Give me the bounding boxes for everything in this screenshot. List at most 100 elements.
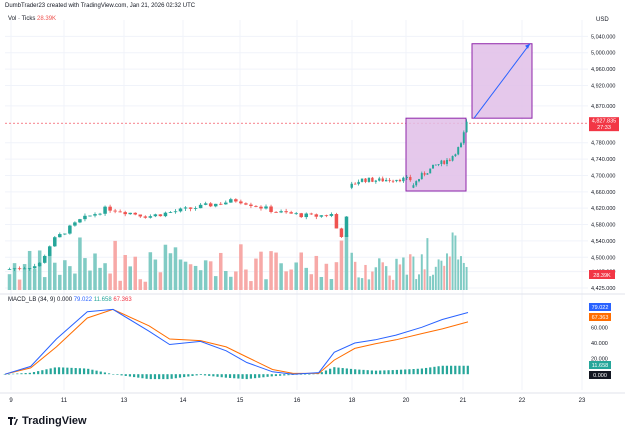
- macd-value-tag: [589, 303, 611, 311]
- macd-histogram-bar: [391, 370, 394, 375]
- candle-body: [412, 185, 415, 188]
- candle-body: [218, 203, 223, 205]
- projection[interactable]: [405, 43, 533, 192]
- candle-body: [334, 214, 339, 229]
- time-tick-label: 16: [294, 398, 301, 404]
- candle-body: [371, 177, 374, 182]
- volume-bar: [405, 274, 409, 290]
- volume-bar: [47, 252, 52, 290]
- volume-bar: [437, 259, 440, 290]
- volume-bar: [123, 255, 127, 290]
- candle-body: [259, 206, 263, 209]
- candle-body: [12, 268, 17, 270]
- macd-histogram-bar: [454, 365, 457, 375]
- macd-pane: 60.000 40.000 20.000 79.022 67.363 11.658 0.00…: [3, 303, 611, 380]
- volume-bar: [357, 277, 360, 290]
- candle-body: [353, 183, 357, 185]
- volume-bar: [153, 259, 158, 290]
- macd-legend-name: MACD_LB (34, 9): [8, 297, 56, 303]
- macd-histogram-bar: [220, 374, 223, 378]
- macd-histogram-bar: [374, 370, 378, 375]
- price-tick-label: 4,960.000: [591, 67, 615, 73]
- macd-histogram-bar: [195, 374, 198, 376]
- candle-body: [163, 212, 168, 217]
- volume-bar: [249, 281, 253, 290]
- macd-histogram-bar: [458, 365, 461, 375]
- macd-histogram-bar: [262, 374, 265, 378]
- candle-body: [429, 168, 432, 174]
- volume-bar: [244, 269, 248, 290]
- candle-body: [53, 237, 57, 247]
- candle-body: [42, 255, 47, 263]
- macd-histogram-bar: [191, 374, 194, 376]
- macd-legend[interactable]: MACD_LB (34, 9) 0.000 79.022 11.658 67.3…: [8, 297, 132, 303]
- macd-histogram-bar: [187, 374, 190, 377]
- candle-body: [148, 216, 153, 218]
- macd-value-tag-text: 79.022: [592, 305, 609, 311]
- price-axis[interactable]: 5,040.000 5,000.000 4,960.000 4,920.000 4,87…: [589, 34, 619, 292]
- macd-histogram-bar: [387, 370, 390, 375]
- macd-histogram-bar: [20, 373, 23, 375]
- macd-histogram-bar: [312, 373, 315, 375]
- price-countdown: 27:33: [597, 125, 611, 131]
- candle-body: [193, 208, 198, 209]
- candle-body: [460, 143, 462, 148]
- macd-histogram-bar: [241, 374, 244, 379]
- candle-body: [133, 212, 138, 215]
- macd-histogram-bar: [437, 366, 440, 375]
- candle-body: [388, 179, 391, 181]
- volume-bar: [229, 276, 233, 290]
- candle-body: [423, 173, 426, 175]
- macd-histogram-bar: [424, 367, 428, 375]
- volume-bar: [58, 274, 62, 290]
- macd-histogram-bar: [57, 367, 61, 375]
- macd-histogram-bar: [337, 367, 340, 375]
- macd-histogram-bar: [399, 369, 403, 375]
- candle-body: [113, 210, 117, 212]
- candle-body: [284, 211, 288, 213]
- candle-body: [324, 215, 329, 217]
- macd-histogram-bar: [266, 374, 269, 377]
- candle-body: [364, 178, 367, 182]
- candle-body: [462, 132, 465, 144]
- macd-histogram-bar: [24, 373, 27, 375]
- macd-histogram-bar: [120, 374, 123, 376]
- volume-bar: [254, 258, 258, 290]
- price-tick-label: 4,920.000: [591, 83, 615, 89]
- candle-body: [299, 213, 303, 218]
- time-axis[interactable]: 9 11 13 14 15 16 18 20 21 22 23: [9, 398, 586, 404]
- candle-body: [143, 216, 148, 218]
- macd-histogram-bar: [103, 372, 107, 375]
- volume-bar: [234, 271, 238, 290]
- volume-bar: [269, 251, 273, 290]
- candle-body: [451, 156, 454, 161]
- macd-legend-signal: 67.363: [113, 297, 132, 303]
- volume-bar: [402, 257, 405, 290]
- candle-body: [93, 214, 97, 216]
- macd-histogram-bar: [199, 374, 202, 375]
- volume-bar: [398, 264, 402, 290]
- volume-bar: [173, 247, 178, 290]
- volume-legend[interactable]: Vol · Ticks 28.39K: [8, 16, 56, 22]
- candle-body: [234, 199, 238, 202]
- macd-histogram-bar: [107, 373, 111, 375]
- candle-body: [17, 268, 22, 270]
- price-tick-label: 4,870.000: [591, 104, 615, 110]
- volume-legend-value: 28.39K: [37, 16, 57, 22]
- macd-histogram-bar: [133, 374, 136, 378]
- candle-body: [213, 203, 218, 207]
- macd-histogram-bar: [32, 372, 36, 375]
- macd-histogram-bar: [82, 368, 86, 375]
- time-tick-label: 23: [579, 398, 586, 404]
- volume-bars: [7, 232, 468, 290]
- volume-bar: [274, 252, 278, 290]
- macd-legend-hist: 11.658: [93, 297, 112, 303]
- macd-histogram-bar: [216, 374, 219, 377]
- volume-bar: [83, 258, 87, 290]
- macd-histogram-bar: [408, 369, 411, 375]
- price-tick-label: 4,660.000: [591, 190, 615, 196]
- candle-body: [239, 201, 243, 204]
- volume-bar: [371, 271, 374, 290]
- macd-value-tag: [589, 361, 611, 369]
- macd-histogram-bar: [445, 365, 449, 375]
